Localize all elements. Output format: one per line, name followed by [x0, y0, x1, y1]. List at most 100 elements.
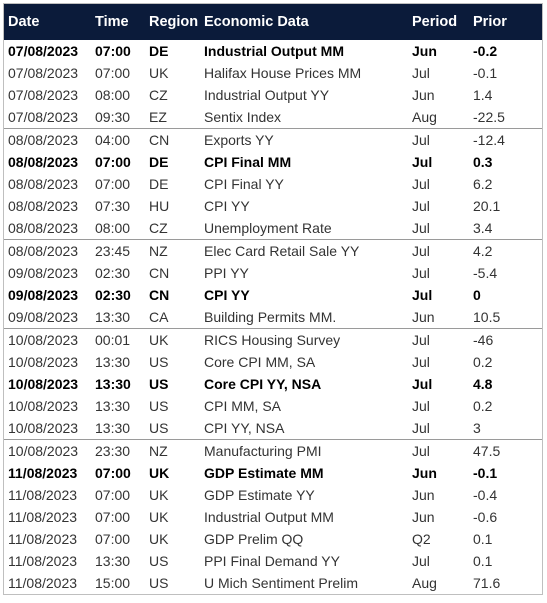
cell-region: UK: [149, 531, 169, 547]
table-row: 08/08/2023 04:00 CN Exports YY Jul -12.4: [4, 128, 542, 151]
cell-economic-data: CPI Final YY: [204, 176, 284, 192]
cell-region: US: [149, 553, 169, 569]
cell-prior: 0.2: [473, 354, 493, 370]
cell-period: Jul: [412, 132, 430, 148]
cell-date: 10/08/2023: [8, 443, 79, 459]
cell-prior: 0: [473, 287, 481, 303]
cell-economic-data: Industrial Output YY: [204, 87, 330, 103]
cell-time: 02:30: [95, 265, 131, 281]
cell-time: 13:30: [95, 420, 131, 436]
cell-date: 08/08/2023: [8, 154, 79, 170]
cell-date: 11/08/2023: [8, 487, 78, 503]
cell-period: Jul: [412, 220, 430, 236]
cell-date: 10/08/2023: [8, 376, 79, 392]
table-row: 11/08/2023 07:00 UK GDP Estimate YY Jun -0.4: [4, 484, 542, 506]
cell-time: 07:30: [95, 198, 131, 214]
cell-period: Jul: [412, 287, 433, 303]
cell-period: Aug: [412, 109, 437, 125]
cell-region: UK: [149, 465, 170, 481]
cell-prior: -0.4: [473, 487, 498, 503]
cell-date: 11/08/2023: [8, 575, 78, 591]
cell-time: 07:00: [95, 531, 131, 547]
cell-time: 07:00: [95, 509, 131, 525]
cell-prior: 4.8: [473, 376, 493, 392]
cell-period: Jul: [412, 243, 430, 259]
cell-time: 07:00: [95, 154, 131, 170]
cell-prior: -22.5: [473, 109, 505, 125]
cell-economic-data: Sentix Index: [204, 109, 282, 125]
cell-region: CA: [149, 309, 169, 325]
table-row: 08/08/2023 07:30 HU CPI YY Jul 20.1: [4, 195, 542, 217]
header-economic-data: Economic Data: [204, 14, 309, 30]
table-row: 08/08/2023 23:45 NZ Elec Card Retail Sale Y…: [4, 239, 542, 262]
cell-time: 07:00: [95, 487, 131, 503]
cell-economic-data: Building Permits MM.: [204, 309, 337, 325]
cell-prior: 4.2: [473, 243, 493, 259]
cell-time: 13:30: [95, 553, 131, 569]
cell-time: 23:30: [95, 443, 131, 459]
cell-date: 11/08/2023: [8, 553, 78, 569]
cell-economic-data: Unemployment Rate: [204, 220, 332, 236]
cell-prior: 71.6: [473, 575, 501, 591]
cell-period: Jun: [412, 309, 435, 325]
cell-region: NZ: [149, 443, 168, 459]
cell-prior: 0.1: [473, 531, 493, 547]
cell-region: US: [149, 575, 169, 591]
cell-date: 09/08/2023: [8, 287, 79, 303]
cell-period: Jun: [412, 87, 435, 103]
cell-economic-data: Core CPI YY, NSA: [204, 376, 322, 392]
table-row: 09/08/2023 02:30 CN PPI YY Jul -5.4: [4, 262, 542, 284]
cell-time: 04:00: [95, 132, 131, 148]
cell-region: UK: [149, 332, 169, 348]
cell-economic-data: Core CPI MM, SA: [204, 354, 316, 370]
economic-calendar-table: Date Time Region Economic Data Period Pr…: [3, 3, 543, 595]
cell-date: 07/08/2023: [8, 87, 79, 103]
cell-period: Q2: [412, 531, 431, 547]
cell-prior: 10.5: [473, 309, 501, 325]
cell-time: 07:00: [95, 65, 131, 81]
cell-region: UK: [149, 65, 169, 81]
table-row: 11/08/2023 15:00 US U Mich Sentiment Prelim…: [4, 572, 542, 594]
cell-period: Jul: [412, 265, 430, 281]
cell-economic-data: Elec Card Retail Sale YY: [204, 243, 360, 259]
cell-economic-data: GDP Estimate MM: [204, 465, 324, 481]
cell-time: 23:45: [95, 243, 131, 259]
cell-region: HU: [149, 198, 170, 214]
cell-economic-data: PPI YY: [204, 265, 249, 281]
cell-prior: -0.6: [473, 509, 498, 525]
cell-region: DE: [149, 43, 169, 59]
cell-date: 11/08/2023: [8, 465, 78, 481]
table-header: Date Time Region Economic Data Period Pr…: [4, 4, 542, 40]
table-row: 08/08/2023 07:00 DE CPI Final MM Jul 0.3: [4, 151, 542, 173]
cell-region: UK: [149, 487, 169, 503]
cell-region: UK: [149, 509, 169, 525]
table-row: 07/08/2023 07:00 UK Halifax House Prices MM…: [4, 62, 542, 84]
cell-date: 07/08/2023: [8, 43, 79, 59]
table-row: 09/08/2023 02:30 CN CPI YY Jul 0: [4, 284, 542, 306]
cell-economic-data: Industrial Output MM: [204, 509, 334, 525]
cell-period: Jul: [412, 198, 430, 214]
cell-date: 09/08/2023: [8, 309, 79, 325]
cell-economic-data: Halifax House Prices MM: [204, 65, 362, 81]
cell-time: 07:00: [95, 465, 131, 481]
table-row: 10/08/2023 13:30 US Core CPI MM, SA Jul 0.2: [4, 351, 542, 373]
cell-period: Jun: [412, 465, 437, 481]
table-row: 11/08/2023 07:00 UK GDP Estimate MM Jun -0.1: [4, 462, 542, 484]
cell-time: 13:30: [95, 398, 131, 414]
cell-prior: -12.4: [473, 132, 505, 148]
cell-economic-data: Manufacturing PMI: [204, 443, 322, 459]
cell-economic-data: CPI YY, NSA: [204, 420, 285, 436]
cell-date: 08/08/2023: [8, 132, 79, 148]
cell-period: Jul: [412, 443, 430, 459]
cell-period: Jul: [412, 354, 430, 370]
cell-date: 11/08/2023: [8, 531, 78, 547]
cell-prior: 3.4: [473, 220, 493, 236]
cell-prior: 0.2: [473, 398, 493, 414]
cell-region: DE: [149, 154, 169, 170]
table-row: 10/08/2023 13:30 US CPI YY, NSA Jul 3: [4, 417, 542, 439]
cell-period: Jun: [412, 509, 435, 525]
cell-date: 10/08/2023: [8, 420, 79, 436]
cell-period: Jun: [412, 487, 435, 503]
table-row: 10/08/2023 13:30 US CPI MM, SA Jul 0.2: [4, 395, 542, 417]
cell-date: 10/08/2023: [8, 354, 79, 370]
